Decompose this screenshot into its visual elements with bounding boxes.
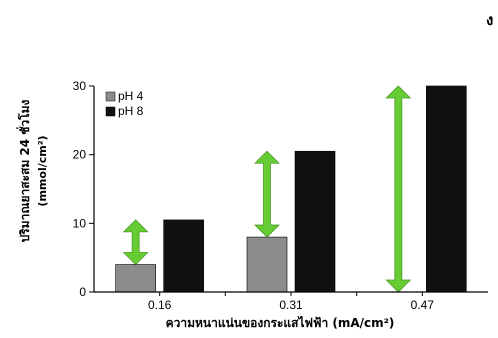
bar-ph4-0.31 xyxy=(246,236,288,293)
difference-arrow-0.16 xyxy=(122,219,149,266)
y-tick-label: 30 xyxy=(73,79,87,93)
corner-text: ง xyxy=(486,11,494,29)
x-axis-label: ความหนาแน่นของกระแสไฟฟ้า (mA/cm²) xyxy=(165,316,395,330)
bar-ph4-0.16 xyxy=(115,264,156,293)
bar-ph8-0.31 xyxy=(294,150,336,293)
x-tick-label: 0.16 xyxy=(148,298,172,312)
legend-swatch-ph8 xyxy=(105,106,116,117)
legend-label-ph8: pH 8 xyxy=(118,104,144,118)
difference-arrow-0.31 xyxy=(254,150,280,238)
x-tick-label: 0.47 xyxy=(411,298,435,312)
legend-label-ph4: pH 4 xyxy=(118,89,144,103)
y-tick-label: 0 xyxy=(79,285,86,299)
bar-ph8-0.16 xyxy=(163,219,204,293)
y-tick-label: 10 xyxy=(73,216,87,230)
x-tick-label: 0.31 xyxy=(279,298,303,312)
y-axis-label-line1: ปริมาณยาสะสม 24 ชั่วโมง xyxy=(18,99,32,243)
y-axis-label-line2: (mmol/cm²) xyxy=(36,135,49,207)
y-tick-label: 20 xyxy=(73,148,87,162)
legend-swatch-ph4 xyxy=(105,91,116,102)
y-axis-label: ปริมาณยาสะสม 24 ชั่วโมง (mmol/cm²) xyxy=(4,76,64,266)
difference-arrow-0.47 xyxy=(385,85,412,293)
bar-ph8-0.47 xyxy=(426,85,467,293)
